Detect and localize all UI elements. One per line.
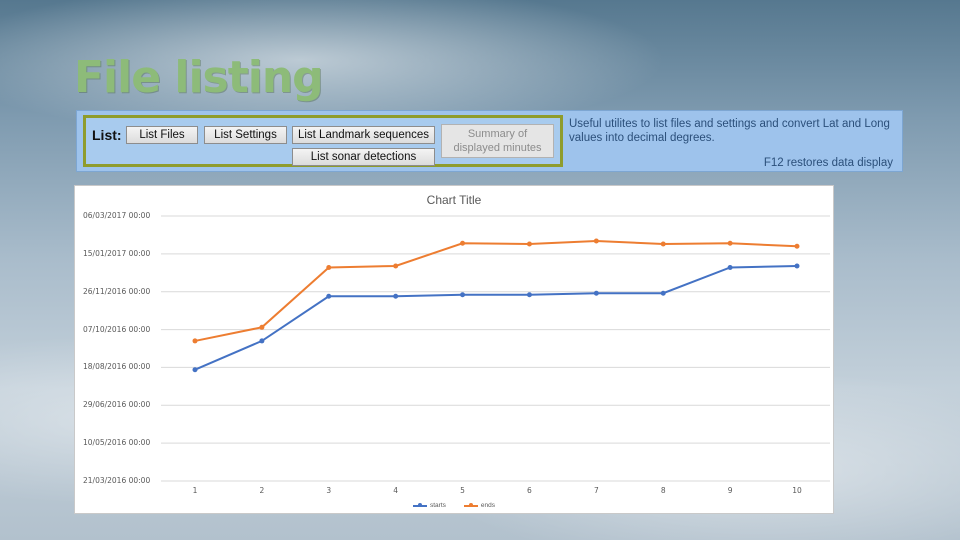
x-tick-label: 2 — [259, 486, 265, 495]
summary-button-line2: displayed minutes — [453, 142, 542, 154]
chart-title: Chart Title — [426, 193, 482, 207]
list-settings-button[interactable]: List Settings — [204, 126, 287, 144]
legend-swatch — [412, 503, 427, 507]
data-point-ends — [259, 324, 265, 330]
x-tick-label: 7 — [593, 486, 599, 495]
legend-label: starts — [429, 502, 446, 509]
x-tick-label: 5 — [460, 486, 465, 495]
list-landmark-sequences-button[interactable]: List Landmark sequences — [292, 126, 435, 144]
x-tick-label: 3 — [326, 486, 332, 495]
legend-swatch — [463, 503, 478, 507]
slide-title: File listing — [74, 52, 324, 103]
data-point-starts — [593, 290, 599, 296]
series-line-ends — [194, 239, 798, 342]
summary-button-line1: Summary of — [467, 128, 528, 140]
data-point-starts — [393, 293, 399, 299]
data-point-ends — [393, 263, 399, 269]
y-tick-label: 26/11/2016 00:00 — [83, 286, 151, 296]
x-tick-label: 1 — [192, 486, 198, 495]
data-point-starts — [794, 263, 800, 269]
x-tick-label: 8 — [660, 486, 666, 495]
x-tick-label: 10 — [792, 486, 802, 495]
data-point-starts — [727, 264, 733, 270]
list-toolbar: List: List Files List Settings List Land… — [76, 110, 903, 172]
data-point-ends — [192, 338, 198, 344]
legend-label: ends — [480, 502, 495, 509]
data-point-ends — [326, 264, 332, 270]
line-chart — [161, 215, 830, 482]
list-label: List: — [92, 127, 122, 143]
data-point-ends — [526, 241, 532, 247]
data-point-starts — [660, 290, 666, 296]
y-tick-label: 07/10/2016 00:00 — [83, 324, 151, 334]
restore-display-note: F12 restores data display — [763, 157, 893, 169]
legend-item-starts: starts — [412, 502, 446, 509]
toolbar-description: Useful utilites to list files and settin… — [569, 118, 890, 144]
data-point-ends — [593, 238, 599, 244]
y-tick-label: 18/08/2016 00:00 — [83, 362, 151, 372]
summary-displayed-minutes-button[interactable]: Summary of displayed minutes — [441, 124, 554, 158]
x-tick-label: 4 — [393, 486, 399, 495]
y-tick-label: 29/06/2016 00:00 — [83, 400, 151, 410]
x-tick-label: 6 — [527, 486, 532, 495]
data-point-ends — [727, 240, 733, 246]
chart-legend: starts ends — [75, 502, 833, 509]
y-tick-label: 21/03/2016 00:00 — [83, 476, 151, 485]
list-files-button[interactable]: List Files — [126, 126, 198, 144]
data-point-ends — [794, 243, 800, 249]
data-point-starts — [192, 367, 198, 373]
y-tick-label: 10/05/2016 00:00 — [83, 438, 151, 448]
list-sonar-detections-button[interactable]: List sonar detections — [292, 148, 435, 166]
legend-item-ends: ends — [463, 502, 495, 509]
data-point-starts — [326, 293, 332, 299]
data-point-ends — [460, 240, 466, 246]
data-point-starts — [259, 338, 265, 344]
data-point-starts — [526, 292, 532, 298]
y-tick-label: 15/01/2017 00:00 — [83, 248, 151, 258]
data-point-starts — [460, 292, 466, 298]
series-line-starts — [194, 264, 798, 371]
list-button-group: List: List Files List Settings List Land… — [83, 115, 563, 167]
x-tick-label: 9 — [727, 486, 733, 495]
data-point-ends — [660, 241, 666, 247]
y-tick-label: 06/03/2017 00:00 — [83, 211, 151, 220]
chart-panel: Chart Title 06/03/2017 00:00 15/01/2017 0… — [74, 185, 834, 514]
